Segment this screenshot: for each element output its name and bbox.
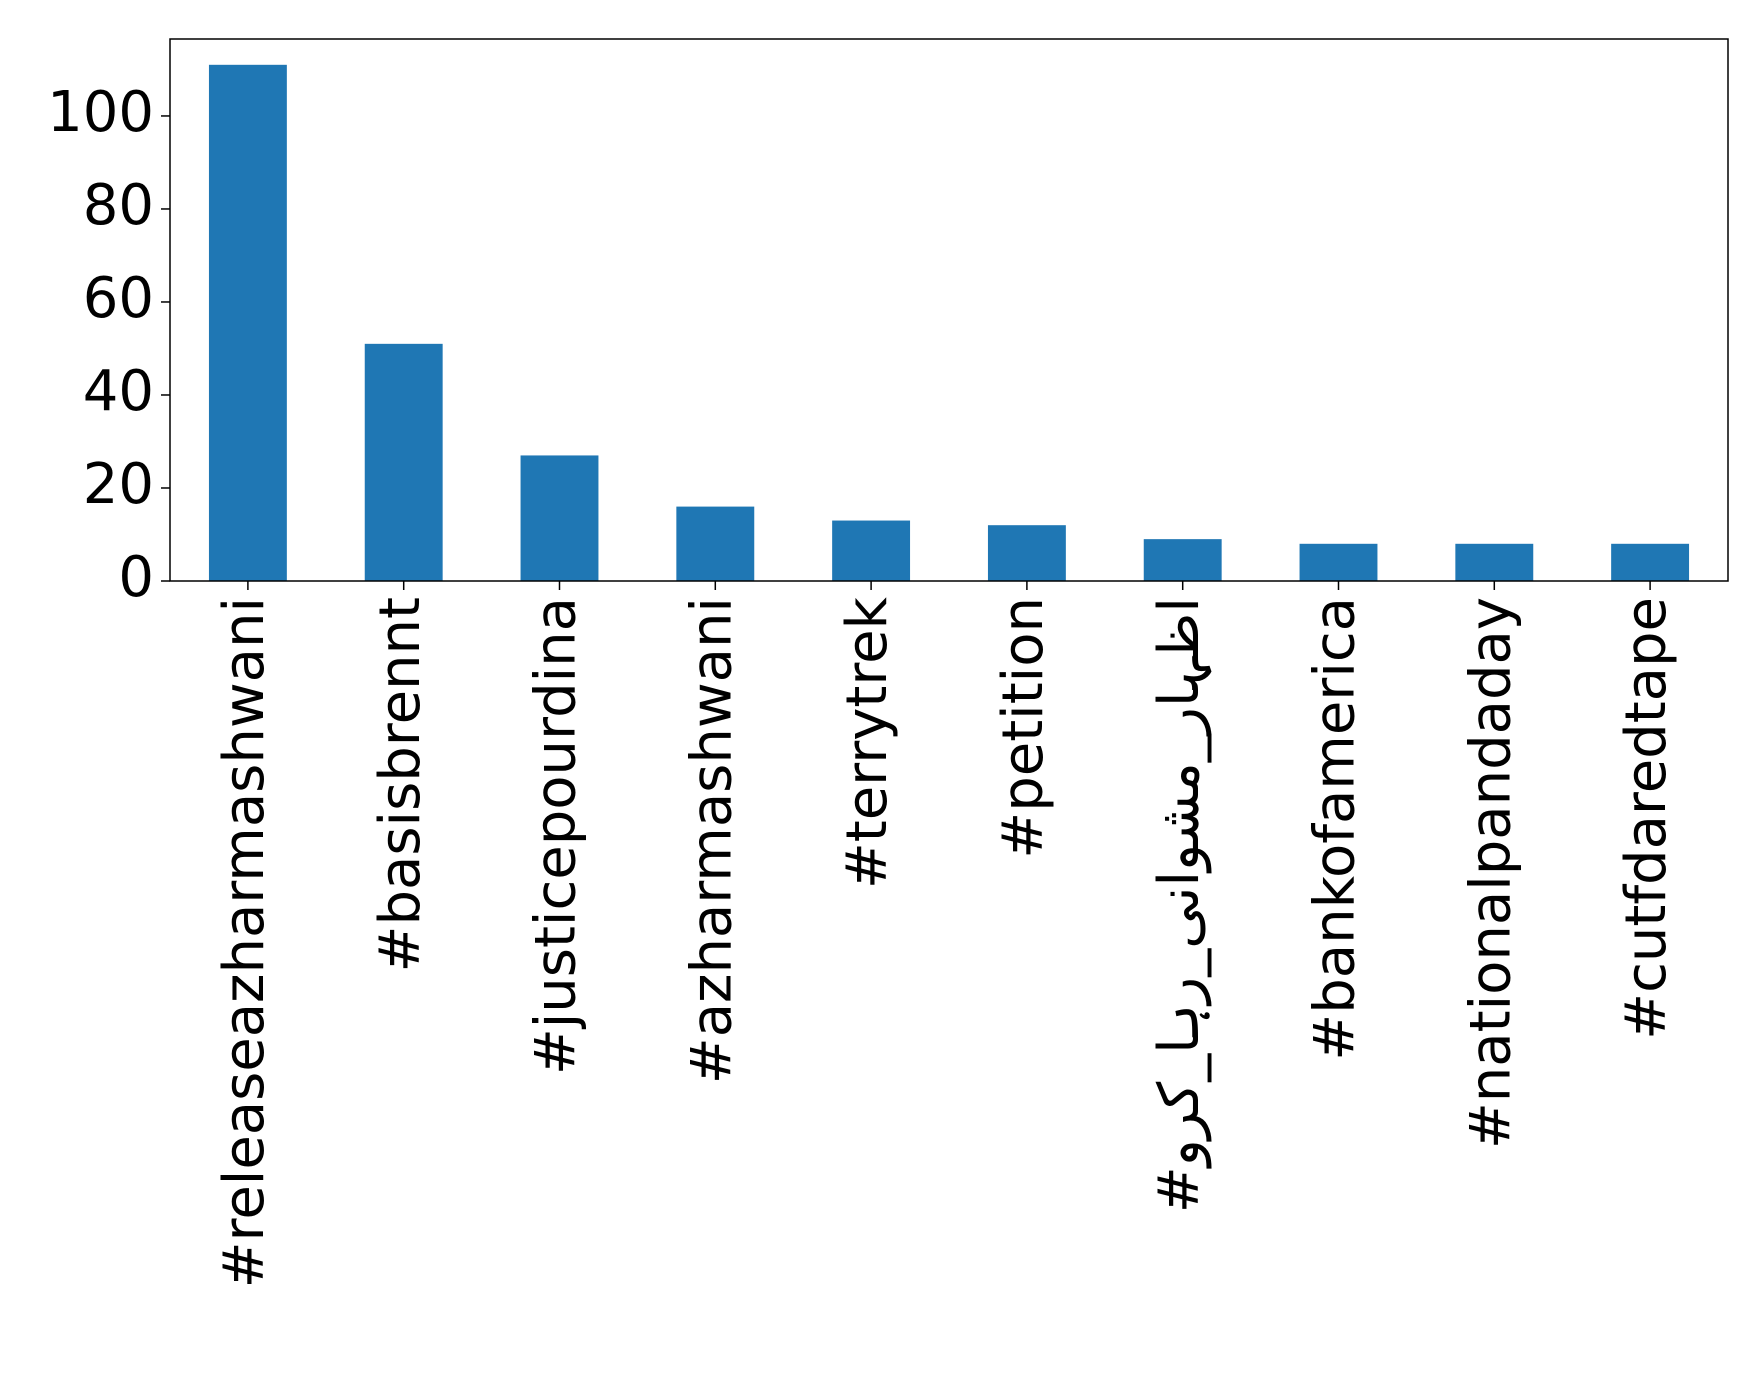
bar [208, 64, 287, 582]
bar [1611, 543, 1690, 581]
x-tick-label: #bankofamerica [1303, 597, 1368, 1061]
x-tick-label: #nationalpandaday [1458, 597, 1523, 1149]
bar [987, 525, 1066, 581]
x-tick-label: #cutfdaredtape [1614, 597, 1679, 1040]
y-tick-label: 0 [118, 545, 154, 610]
y-tick-label: 100 [47, 80, 154, 145]
y-tick-label: 40 [83, 359, 154, 424]
bar [520, 455, 599, 581]
x-tick-label: #petition [991, 597, 1056, 859]
x-tick-label: #اظہار_مشوانی_رہا_کرو [1147, 597, 1212, 1213]
bar [832, 520, 911, 581]
bar [676, 506, 755, 581]
plot-frame [169, 38, 1729, 582]
bar [364, 343, 443, 581]
x-tick-label: #releaseazharmashwani [212, 597, 277, 1288]
x-tick-label: #azharmashwani [679, 597, 744, 1084]
bar [1455, 543, 1534, 581]
y-tick-label: 60 [83, 266, 154, 331]
bar [1143, 539, 1222, 581]
y-tick-label: 80 [83, 173, 154, 238]
x-tick-label: #basisbrennt [368, 597, 433, 972]
x-tick-label: #terrytrek [835, 596, 900, 889]
x-tick-label: #justicepourdina [524, 597, 589, 1075]
bar [1299, 543, 1378, 581]
y-tick-label: 20 [83, 452, 154, 517]
